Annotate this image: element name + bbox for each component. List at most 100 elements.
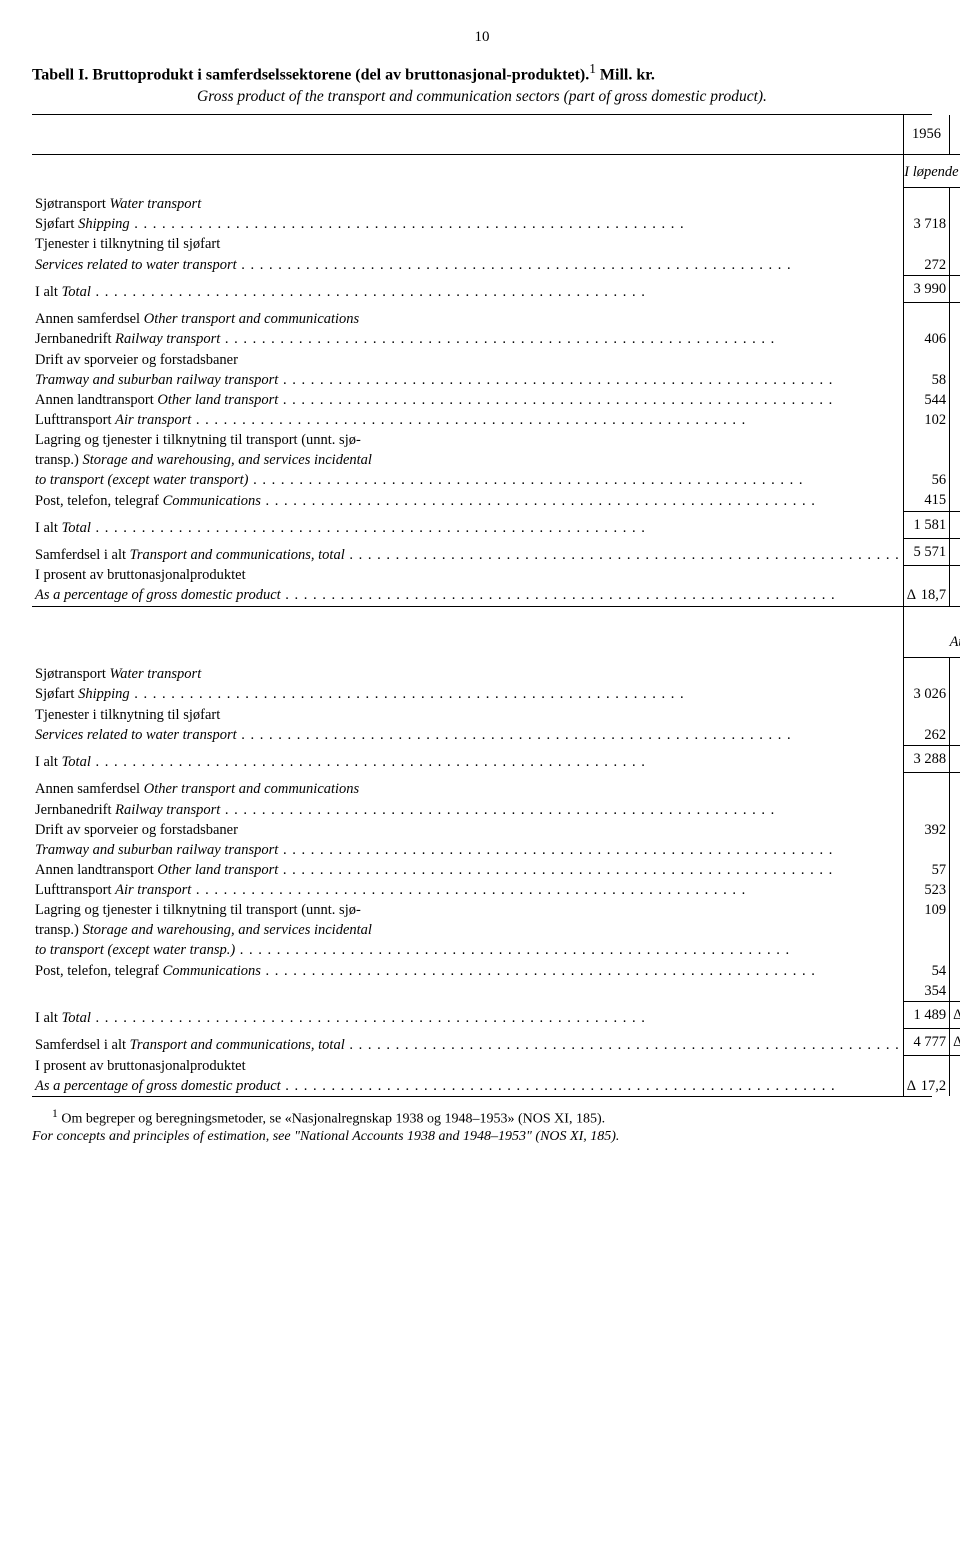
row-label: Sjøtransport Water transport <box>32 187 903 214</box>
table-row: Post, telefon, telegraf Communications54… <box>32 961 960 981</box>
footnote-ref: 1 <box>52 1107 58 1120</box>
table-cell: 58 <box>903 370 949 390</box>
table-cell <box>950 840 960 860</box>
row-label: Sjøfart Shipping <box>32 214 903 234</box>
row-label: Lagring og tjenester i tilknytning til t… <box>32 900 903 920</box>
table-row: Annen samferdsel Other transport and com… <box>32 302 960 329</box>
table-cell <box>903 705 949 725</box>
footnote-english-tail: (NOS XI, 185). <box>535 1129 619 1144</box>
table-cell: 262 <box>903 725 949 746</box>
table-row: Tjenester i tilknytning til sjøfart <box>32 705 960 725</box>
table-subtitle: Gross product of the transport and commu… <box>32 87 932 106</box>
table-cell <box>903 450 949 470</box>
table-cell <box>903 840 949 860</box>
table-cell: Δ1 496 <box>950 1001 960 1028</box>
table-row: Sjøfart Shipping3 7184 1263 4843 5733 66… <box>32 214 960 234</box>
table-cell: 50 <box>950 860 960 880</box>
table-cell: Δ5 003 <box>950 1028 960 1055</box>
table-cell: 6 078 <box>950 538 960 565</box>
table-cell: 5 571 <box>903 538 949 565</box>
table-cell: 307 <box>950 255 960 276</box>
row-label: Drift av sporveier og forstadsbaner <box>32 820 903 840</box>
row-label: Samferdsel i alt Transport and communica… <box>32 1028 903 1055</box>
table-cell <box>903 940 949 960</box>
row-label: Tramway and suburban railway transport <box>32 370 903 390</box>
row-label: transp.) Storage and warehousing, and se… <box>32 450 903 470</box>
table-row: Annen landtransport Other land transport… <box>32 390 960 410</box>
table-row: Drift av sporveier og forstadsbaner <box>32 350 960 370</box>
table-cell: 64 <box>950 470 960 490</box>
table-cell: 272 <box>903 255 949 276</box>
table-cell: 4 777 <box>903 1028 949 1055</box>
table-cell <box>903 302 949 329</box>
table-cell: 3 507 <box>950 745 960 772</box>
table-cell: 103 <box>950 410 960 430</box>
table-cell: 3 288 <box>903 745 949 772</box>
table-title: Tabell I. Bruttoprodukt i samferdselssek… <box>32 61 932 85</box>
year-1957: 1957 <box>950 115 960 154</box>
table-cell: 59 <box>950 961 960 981</box>
table-row: Jernbanedrift Railway transport406414409… <box>32 329 960 349</box>
table-cell: 109 <box>903 900 949 920</box>
table-cell <box>903 234 949 254</box>
table-cell <box>903 1056 949 1076</box>
table-row: Jernbanedrift Railway transport <box>32 800 960 820</box>
row-label: to transport (except water transp.) <box>32 940 903 960</box>
table-cell: Δ400 <box>950 820 960 840</box>
row-label: Samferdsel i alt Transport and communica… <box>32 538 903 565</box>
table-row: I prosent av bruttonasjonalproduktet <box>32 1056 960 1076</box>
table-row: Tjenester i tilknytning til sjøfart <box>32 234 960 254</box>
table-cell: 63 <box>950 370 960 390</box>
table-cell: 17,6 <box>950 1076 960 1096</box>
table-row: I alt Total3 9904 4333 773Δ3 8934 029 <box>32 275 960 302</box>
table-cell <box>950 430 960 450</box>
table-row: Lufttransport Air transport5235104874834… <box>32 880 960 900</box>
table-cell: 1 489 <box>903 1001 949 1028</box>
row-label: Jernbanedrift Railway transport <box>32 329 903 349</box>
table-row: I alt Total1 489Δ1 4961 468Δ1 5481 631 <box>32 1001 960 1028</box>
row-label: Sjøtransport Water transport <box>32 657 903 684</box>
table-cell <box>903 350 949 370</box>
title-footnote-ref: 1 <box>589 61 596 76</box>
table-cell <box>903 772 949 799</box>
table-cell: 56 <box>903 470 949 490</box>
footnote-english: For concepts and principles of estimatio… <box>32 1129 532 1144</box>
table-cell: 4 126 <box>950 214 960 234</box>
table-row: As a percentage of gross domestic produc… <box>32 1076 960 1096</box>
header-blank <box>32 115 903 154</box>
row-label: Post, telefon, telegraf Communications <box>32 490 903 511</box>
table-cell <box>903 920 949 940</box>
row-label: Lufttransport Air transport <box>32 410 903 430</box>
row-label: Jernbanedrift Railway transport <box>32 800 903 820</box>
table-row: I alt Total1 5811 6451 696Δ1 8191 999 <box>32 511 960 538</box>
row-label <box>32 981 903 1002</box>
row-label: I alt Total <box>32 511 903 538</box>
table-row: Post, telefon, telegraf Communications41… <box>32 490 960 511</box>
title-prefix: Tabell I. <box>32 66 88 83</box>
row-label: I alt Total <box>32 275 903 302</box>
row-label: Tramway and suburban railway transport <box>32 840 903 860</box>
table-cell <box>950 302 960 329</box>
table-cell: 3 026 <box>903 684 949 704</box>
row-label: I prosent av bruttonasjonalproduktet <box>32 1056 903 1076</box>
row-label: I alt Total <box>32 745 903 772</box>
table-row: Annen landtransport Other land transport… <box>32 860 960 880</box>
row-label: As a percentage of gross domestic produc… <box>32 1076 903 1096</box>
row-label: transp.) Storage and warehousing, and se… <box>32 920 903 940</box>
table-row: Samferdsel i alt Transport and communica… <box>32 1028 960 1055</box>
table-cell <box>950 350 960 370</box>
title-body: Bruttoprodukt i samferdselssektorene (de… <box>92 66 589 83</box>
table-row: Lufttransport Air transport1021031001071… <box>32 410 960 430</box>
table-cell <box>950 234 960 254</box>
table-cell: 414 <box>950 329 960 349</box>
table-row: 354355358398398 <box>32 981 960 1002</box>
table-cell: 406 <box>903 329 949 349</box>
table-row: Sjøtransport Water transport <box>32 657 960 684</box>
data-table: 1956 1957 1958 1959 1960 I løpende prise… <box>32 115 960 1095</box>
table-row: Services related to water transport27230… <box>32 255 960 276</box>
subheader-constant-prices: I faste (1955) priserAt constant (1955) … <box>32 607 960 658</box>
table-cell <box>950 187 960 214</box>
row-label: Sjøfart Shipping <box>32 684 903 704</box>
table-row: transp.) Storage and warehousing, and se… <box>32 920 960 940</box>
table-cell: 415 <box>903 490 949 511</box>
